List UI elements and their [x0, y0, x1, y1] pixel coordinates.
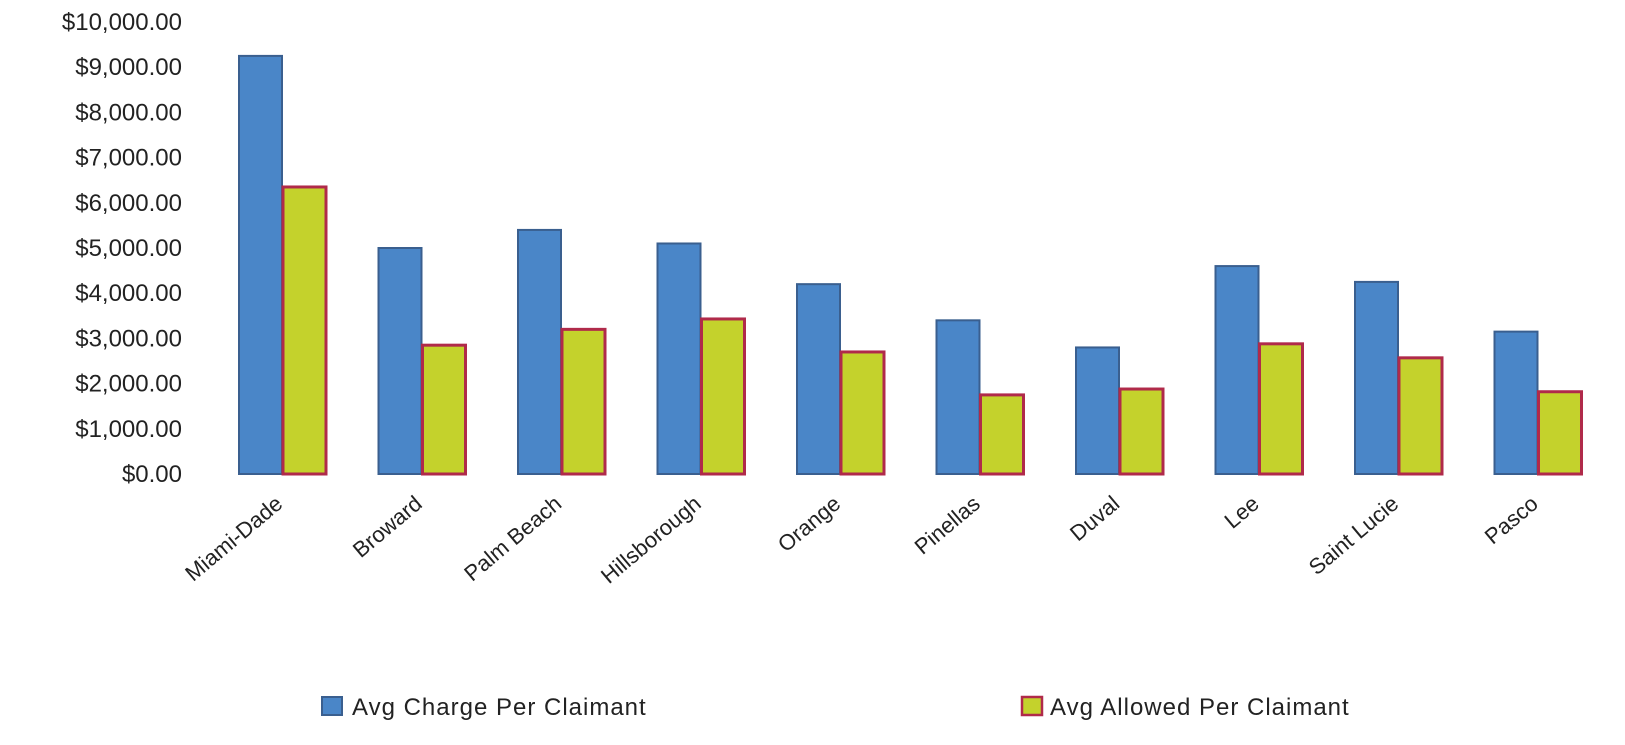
- y-tick-label: $9,000.00: [75, 54, 182, 81]
- bar-avg-allowed-palm-beach: [560, 327, 607, 476]
- bar-avg-charge-pasco: [1493, 330, 1539, 475]
- bar-avg-allowed-hillsborough: [700, 317, 746, 476]
- legend: Avg Charge Per Claimant Avg Allowed Per …: [321, 694, 1350, 721]
- bar-avg-charge-lee: [1214, 265, 1260, 475]
- x-category-label: Miami-Dade: [180, 491, 287, 586]
- y-axis: $0.00 $1,000.00 $2,000.00 $3,000.00 $4,000.0…: [62, 9, 182, 488]
- bar-avg-charge-pinellas: [935, 319, 981, 475]
- x-category-label: Broward: [348, 491, 427, 563]
- bar-avg-allowed-saint-lucie: [1397, 356, 1444, 476]
- bar-avg-allowed-broward: [421, 343, 467, 476]
- x-axis: Miami-Dade Broward Palm Beach Hillsborough O…: [180, 491, 1542, 589]
- x-category-label: Pasco: [1480, 491, 1543, 549]
- x-category-label: Palm Beach: [459, 491, 566, 586]
- bar-avg-charge-palm-beach: [517, 228, 562, 475]
- x-category-label: Duval: [1065, 491, 1124, 546]
- bars: [238, 54, 1583, 476]
- bar-avg-charge-saint-lucie: [1354, 280, 1399, 475]
- y-tick-label: $8,000.00: [75, 99, 182, 126]
- y-tick-label: $7,000.00: [75, 145, 182, 172]
- bar-avg-charge-broward: [377, 247, 423, 475]
- bar-avg-charge-hillsborough: [656, 242, 702, 475]
- y-tick-label: $2,000.00: [75, 371, 182, 398]
- y-tick-label: $3,000.00: [75, 325, 182, 352]
- bar-avg-charge-orange: [796, 283, 841, 475]
- bar-avg-allowed-pasco: [1537, 390, 1583, 476]
- legend-item-avg-charge: Avg Charge Per Claimant: [321, 694, 647, 721]
- legend-swatch-avg-charge: [321, 696, 343, 716]
- bar-avg-charge-duval: [1075, 346, 1120, 475]
- y-tick-label: $5,000.00: [75, 235, 182, 262]
- x-category-label: Pinellas: [910, 491, 985, 560]
- y-tick-label: $6,000.00: [75, 190, 182, 217]
- bar-avg-allowed-orange: [839, 350, 886, 476]
- x-category-label: Lee: [1220, 491, 1264, 534]
- legend-label-avg-allowed: Avg Allowed Per Claimant: [1050, 694, 1350, 721]
- y-tick-label: $4,000.00: [75, 280, 182, 307]
- bar-avg-allowed-duval: [1118, 387, 1165, 476]
- legend-swatch-avg-allowed: [1020, 695, 1044, 717]
- y-tick-label: $1,000.00: [75, 416, 182, 443]
- y-tick-label: $10,000.00: [62, 9, 182, 36]
- x-category-label: Hillsborough: [596, 491, 706, 589]
- bar-avg-charge-miami-dade: [238, 54, 283, 476]
- y-tick-label: $0.00: [122, 461, 182, 488]
- x-category-label: Saint Lucie: [1304, 491, 1403, 580]
- bar-avg-allowed-miami-dade: [281, 185, 328, 476]
- legend-label-avg-charge: Avg Charge Per Claimant: [352, 694, 647, 721]
- bar-avg-allowed-pinellas: [979, 393, 1025, 476]
- bar-avg-allowed-lee: [1258, 342, 1304, 476]
- legend-item-avg-allowed: Avg Allowed Per Claimant: [1020, 694, 1350, 721]
- x-category-label: Orange: [773, 491, 845, 557]
